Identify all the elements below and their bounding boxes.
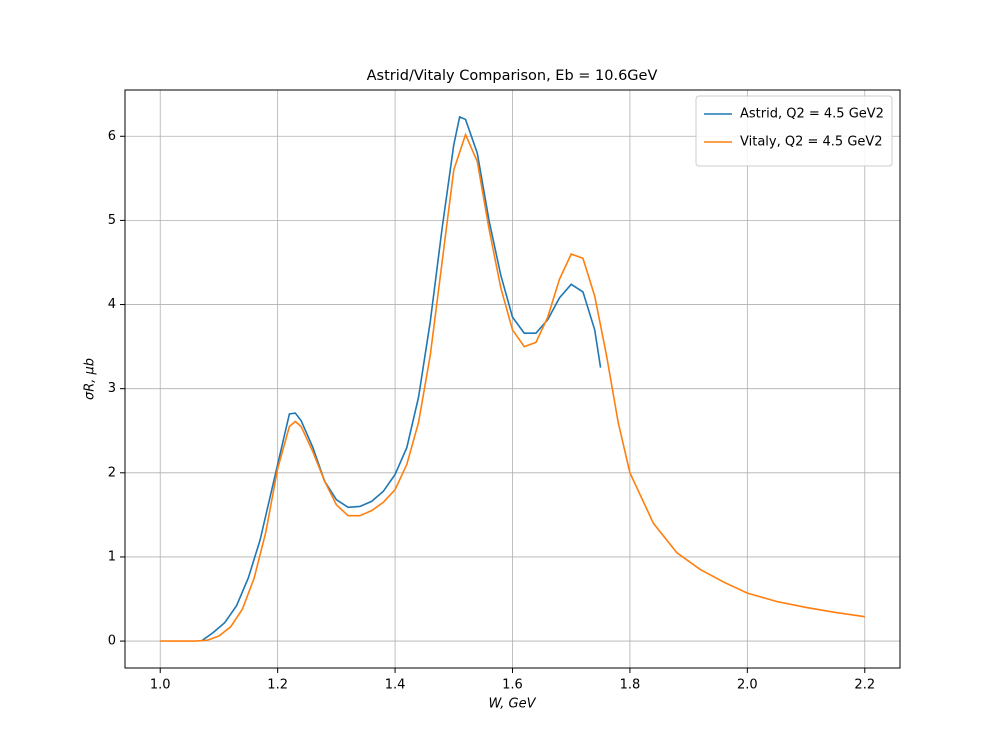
y-tick-label: 0 (108, 634, 116, 649)
y-tick-label: 5 (108, 213, 116, 228)
x-tick-label: 1.6 (502, 678, 523, 693)
x-tick-label: 2.0 (737, 678, 758, 693)
plot-frame (124, 89, 901, 669)
data-line (160, 132, 865, 642)
x-tick-label: 1.0 (150, 678, 171, 693)
x-tick-label: 1.4 (385, 678, 406, 693)
y-tick-label: 4 (108, 297, 116, 312)
y-axis-label: σR, μb (83, 358, 98, 400)
x-axis-label: W, GeV (488, 697, 536, 712)
y-tick-label: 1 (108, 549, 116, 564)
chart-title: Astrid/Vitaly Comparison, Eb = 10.6GeV (367, 68, 658, 84)
legend-label: Vitaly, Q2 = 4.5 GeV2 (740, 135, 883, 150)
legend-box (695, 95, 893, 167)
legend-label: Astrid, Q2 = 4.5 GeV2 (740, 107, 884, 122)
x-tick-label: 1.2 (267, 678, 288, 693)
y-tick-label: 6 (108, 129, 116, 144)
x-tick-label: 1.8 (620, 678, 641, 693)
y-tick-label: 2 (108, 465, 116, 480)
data-line (200, 115, 602, 642)
y-tick-label: 3 (108, 381, 116, 396)
x-tick-label: 2.2 (854, 678, 875, 693)
